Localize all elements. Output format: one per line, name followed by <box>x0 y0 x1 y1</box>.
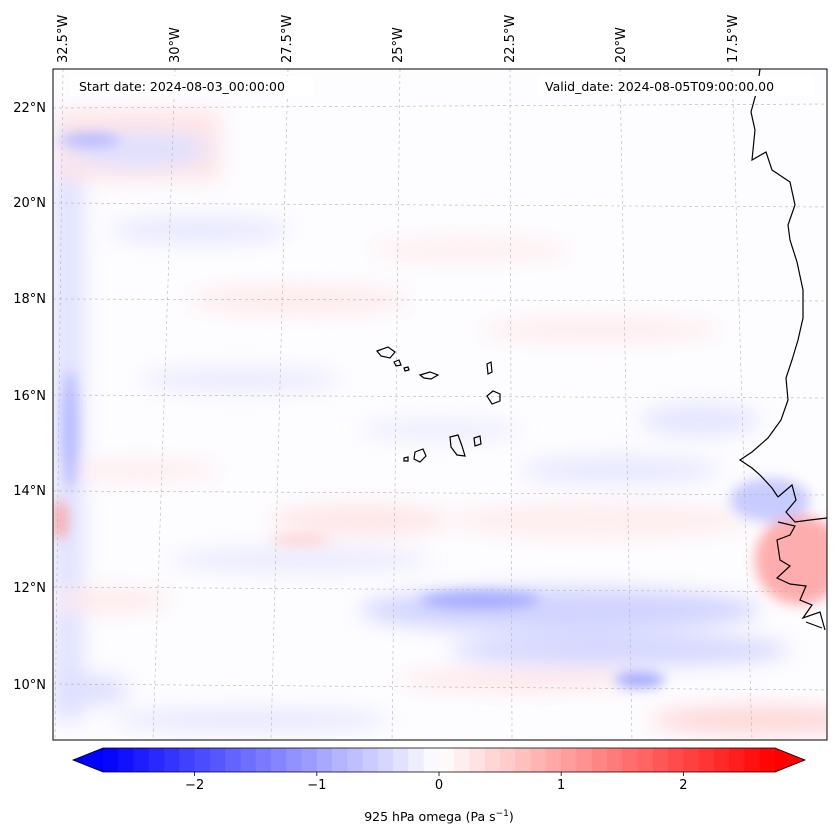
valid-date-label: Valid_date: 2024-08-05T09:00:00.00 <box>545 79 774 94</box>
colorbar-label-exp: −1 <box>496 809 509 819</box>
colorbar-label-close: ) <box>509 809 514 824</box>
colorbar-band <box>271 748 287 772</box>
colorbar-band <box>179 748 196 772</box>
coastlines <box>376 69 827 631</box>
colorbar-extend-max <box>775 748 805 772</box>
start-date-label: Start date: 2024-08-03_00:00:00 <box>79 79 285 94</box>
colorbar-band <box>439 748 455 772</box>
colorbar-band <box>545 748 562 772</box>
island-santo-antao <box>376 346 396 359</box>
island-santiago <box>449 434 466 457</box>
colorbar-band <box>286 748 303 772</box>
colorbar-band <box>744 748 761 772</box>
colorbar-outline <box>71 747 807 773</box>
africa-coast-south <box>775 483 827 631</box>
colorbar-band <box>454 748 471 772</box>
colorbar-band <box>637 748 654 772</box>
colorbar-band <box>622 748 639 772</box>
colorbar-band <box>469 748 486 772</box>
colorbar-band <box>729 748 746 772</box>
colorbar-band <box>118 748 135 772</box>
valid-date-box <box>538 76 814 96</box>
island-sao-vicente <box>393 359 402 367</box>
lon-label-17-5w: 17.5°W <box>726 15 741 63</box>
colorbar-band <box>362 748 379 772</box>
colorbar-band <box>484 748 501 772</box>
island-boa-vista <box>486 390 501 405</box>
colorbar-band <box>240 748 257 772</box>
island-maio <box>473 435 482 447</box>
colorbar-bands <box>103 748 776 772</box>
colorbar-band <box>103 748 119 772</box>
lat-label-18n: 18°N <box>13 292 46 307</box>
start-date-box <box>70 76 313 96</box>
colorbar-band <box>530 748 547 772</box>
colorbar-band <box>607 748 623 772</box>
colorbar-tick-label: 0 <box>435 778 443 793</box>
lon-label-22-5w: 22.5°W <box>503 15 518 63</box>
colorbar-tick-label: 1 <box>557 778 565 793</box>
latitude-labels: 22°N 20°N 18°N 16°N 14°N 12°N 10°N <box>13 101 46 693</box>
map-frame <box>52 68 828 741</box>
island-fogo <box>413 448 427 463</box>
colorbar-extend-min <box>73 748 103 772</box>
colorbar-band <box>591 748 608 772</box>
colorbar-band <box>500 748 516 772</box>
lon-label-27-5w: 27.5°W <box>280 15 295 63</box>
colorbar-band <box>713 748 730 772</box>
colorbar-band <box>423 748 440 772</box>
colorbar-tick-label: 2 <box>679 778 687 793</box>
colorbar-band <box>683 748 700 772</box>
lon-label-20w: 20°W <box>614 27 629 63</box>
lon-label-30w: 30°W <box>168 27 183 63</box>
africa-coast-north <box>738 69 804 498</box>
colorbar-label-main: 925 hPa omega (Pa s <box>364 809 495 824</box>
lon-label-25w: 25°W <box>391 27 406 63</box>
colorbar-band <box>148 748 165 772</box>
colorbar-ticks: −2 −1 0 1 2 <box>185 772 688 793</box>
colorbar-tick-label: −1 <box>307 778 326 793</box>
colorbar-tick-label: −2 <box>185 778 204 793</box>
map-panel: Start date: 2024-08-03_00:00:00 Valid_da… <box>52 68 828 741</box>
colorbar-band <box>515 748 532 772</box>
colorbar-band <box>164 748 180 772</box>
lat-label-16n: 16°N <box>13 389 46 404</box>
lat-label-14n: 14°N <box>13 484 46 499</box>
colorbar-band <box>347 748 364 772</box>
colorbar: −2 −1 0 1 2 925 hPa omega (Pa s−1) <box>71 747 807 824</box>
lon-label-32-5w: 32.5°W <box>56 15 71 63</box>
colorbar-band <box>301 748 318 772</box>
island-sal <box>486 361 493 375</box>
lat-label-20n: 20°N <box>13 196 46 211</box>
colorbar-band <box>668 748 684 772</box>
colorbar-band <box>332 748 348 772</box>
colorbar-band <box>652 748 669 772</box>
colorbar-band <box>377 748 394 772</box>
colorbar-label: 925 hPa omega (Pa s−1) <box>364 809 514 824</box>
colorbar-band <box>759 748 776 772</box>
omega-field <box>53 110 827 734</box>
lat-label-22n: 22°N <box>13 101 46 116</box>
lat-label-10n: 10°N <box>13 678 46 693</box>
colorbar-band <box>316 748 333 772</box>
colorbar-band <box>225 748 242 772</box>
island-sao-nicolau <box>418 371 440 380</box>
colorbar-band <box>194 748 211 772</box>
colorbar-band <box>393 748 410 772</box>
colorbar-band <box>576 748 593 772</box>
island-santa-luzia <box>403 366 410 372</box>
colorbar-band <box>561 748 578 772</box>
colorbar-band <box>209 748 226 772</box>
longitude-labels: 32.5°W 30°W 27.5°W 25°W 22.5°W 20°W 17.5… <box>56 15 741 63</box>
colorbar-band <box>408 748 425 772</box>
island-brava <box>403 456 409 462</box>
colorbar-band <box>133 748 150 772</box>
gridlines <box>53 69 827 740</box>
lat-label-12n: 12°N <box>13 581 46 596</box>
colorbar-band <box>698 748 715 772</box>
colorbar-band <box>255 748 272 772</box>
